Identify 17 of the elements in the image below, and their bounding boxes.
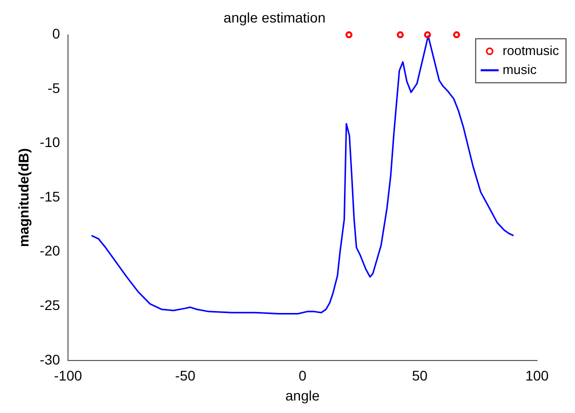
legend-label: rootmusic (502, 42, 560, 58)
x-tick-label: 50 (412, 368, 428, 384)
legend-label: music (502, 62, 538, 77)
x-tick-label: -50 (175, 368, 196, 384)
y-tick-label: -10 (40, 134, 60, 150)
y-tick-label: -5 (48, 80, 60, 96)
chart-title: angle estimation (224, 9, 326, 26)
x-axis-title: angle (285, 387, 320, 404)
y-axis-title: magnitude(dB) (15, 148, 32, 247)
y-tick-label: -25 (40, 296, 60, 313)
x-tick-label: -100 (54, 368, 82, 384)
y-tick-label: 0 (52, 26, 60, 42)
y-tick-label: -15 (40, 188, 60, 204)
y-tick-label: -30 (40, 351, 60, 368)
x-tick-label: 0 (298, 368, 307, 384)
x-tick-label: 100 (525, 368, 549, 384)
y-tick-label: -20 (40, 242, 60, 259)
